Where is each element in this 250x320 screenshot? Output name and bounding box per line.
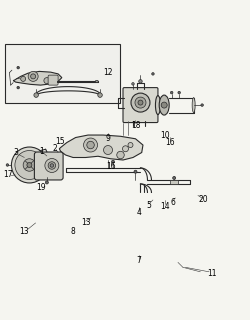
Polygon shape [13, 71, 62, 85]
Text: 3: 3 [14, 148, 18, 157]
Circle shape [30, 74, 36, 79]
Bar [5, 44, 119, 103]
Circle shape [131, 83, 134, 85]
Circle shape [45, 181, 48, 184]
Circle shape [177, 91, 180, 94]
Circle shape [6, 164, 9, 166]
Text: 19: 19 [36, 183, 45, 192]
Text: 10: 10 [160, 131, 170, 140]
Text: 9: 9 [105, 133, 110, 142]
FancyBboxPatch shape [48, 75, 58, 85]
Text: 18: 18 [130, 121, 140, 130]
Text: 12: 12 [103, 68, 112, 77]
Ellipse shape [158, 95, 168, 115]
Polygon shape [59, 135, 142, 160]
Text: 2: 2 [52, 143, 57, 153]
Circle shape [48, 162, 56, 169]
Circle shape [45, 158, 59, 172]
Text: 17: 17 [3, 171, 13, 180]
Text: 16: 16 [165, 138, 174, 147]
Bar [170, 180, 177, 184]
Text: 13: 13 [20, 227, 29, 236]
Circle shape [12, 147, 47, 183]
Circle shape [17, 66, 19, 69]
Text: 11: 11 [206, 268, 216, 277]
Text: 13: 13 [80, 219, 90, 228]
Circle shape [83, 138, 97, 152]
Circle shape [128, 142, 132, 148]
Circle shape [134, 97, 145, 108]
Text: 4: 4 [136, 208, 141, 217]
Circle shape [111, 160, 114, 163]
Circle shape [170, 91, 172, 94]
Ellipse shape [95, 80, 98, 82]
Ellipse shape [155, 96, 160, 115]
Circle shape [200, 104, 202, 106]
Text: 15: 15 [55, 137, 65, 146]
Circle shape [17, 86, 19, 89]
Circle shape [34, 93, 38, 97]
Circle shape [44, 78, 50, 84]
Circle shape [86, 141, 94, 149]
Text: 14: 14 [160, 202, 170, 211]
Circle shape [134, 170, 136, 173]
Text: 5: 5 [146, 201, 151, 210]
Text: 1: 1 [39, 147, 44, 156]
Text: 6: 6 [170, 198, 175, 207]
Circle shape [27, 163, 32, 167]
Circle shape [98, 93, 102, 97]
Circle shape [172, 176, 175, 180]
Circle shape [130, 93, 149, 112]
Circle shape [20, 76, 25, 81]
Circle shape [138, 100, 142, 105]
Circle shape [50, 164, 53, 167]
Circle shape [138, 80, 142, 83]
Text: 20: 20 [197, 196, 207, 204]
FancyBboxPatch shape [122, 88, 157, 123]
Circle shape [151, 73, 154, 75]
Circle shape [160, 102, 166, 108]
Ellipse shape [192, 98, 194, 113]
Circle shape [15, 150, 44, 180]
Circle shape [103, 146, 112, 155]
Text: 16: 16 [105, 163, 115, 172]
Text: 7: 7 [136, 256, 141, 265]
Circle shape [122, 146, 128, 152]
Circle shape [23, 159, 36, 171]
Circle shape [28, 71, 38, 81]
Text: 8: 8 [70, 227, 75, 236]
Circle shape [116, 151, 124, 159]
FancyBboxPatch shape [34, 152, 63, 180]
